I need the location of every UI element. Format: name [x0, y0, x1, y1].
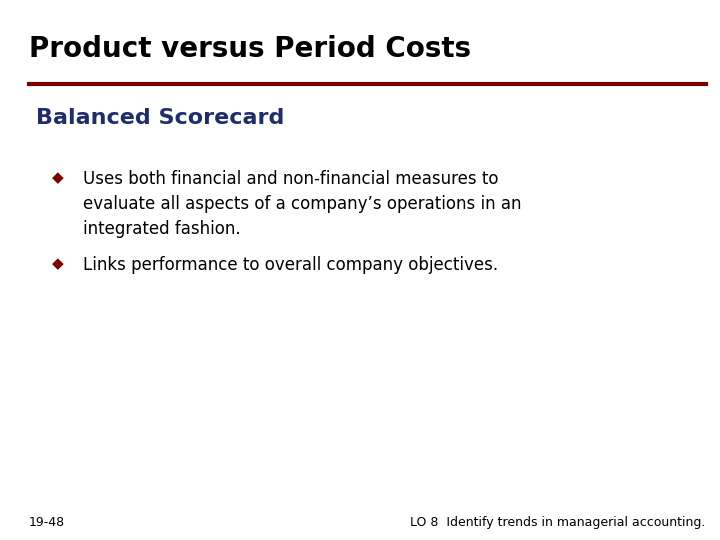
Text: Uses both financial and non-financial measures to
evaluate all aspects of a comp: Uses both financial and non-financial me…: [83, 170, 521, 238]
Text: Product versus Period Costs: Product versus Period Costs: [29, 35, 471, 63]
Text: Balanced Scorecard: Balanced Scorecard: [36, 108, 284, 128]
Text: LO 8  Identify trends in managerial accounting.: LO 8 Identify trends in managerial accou…: [410, 516, 706, 529]
Text: 19-48: 19-48: [29, 516, 65, 529]
Text: ◆: ◆: [52, 256, 63, 272]
Text: ◆: ◆: [52, 170, 63, 185]
Text: Links performance to overall company objectives.: Links performance to overall company obj…: [83, 256, 498, 274]
